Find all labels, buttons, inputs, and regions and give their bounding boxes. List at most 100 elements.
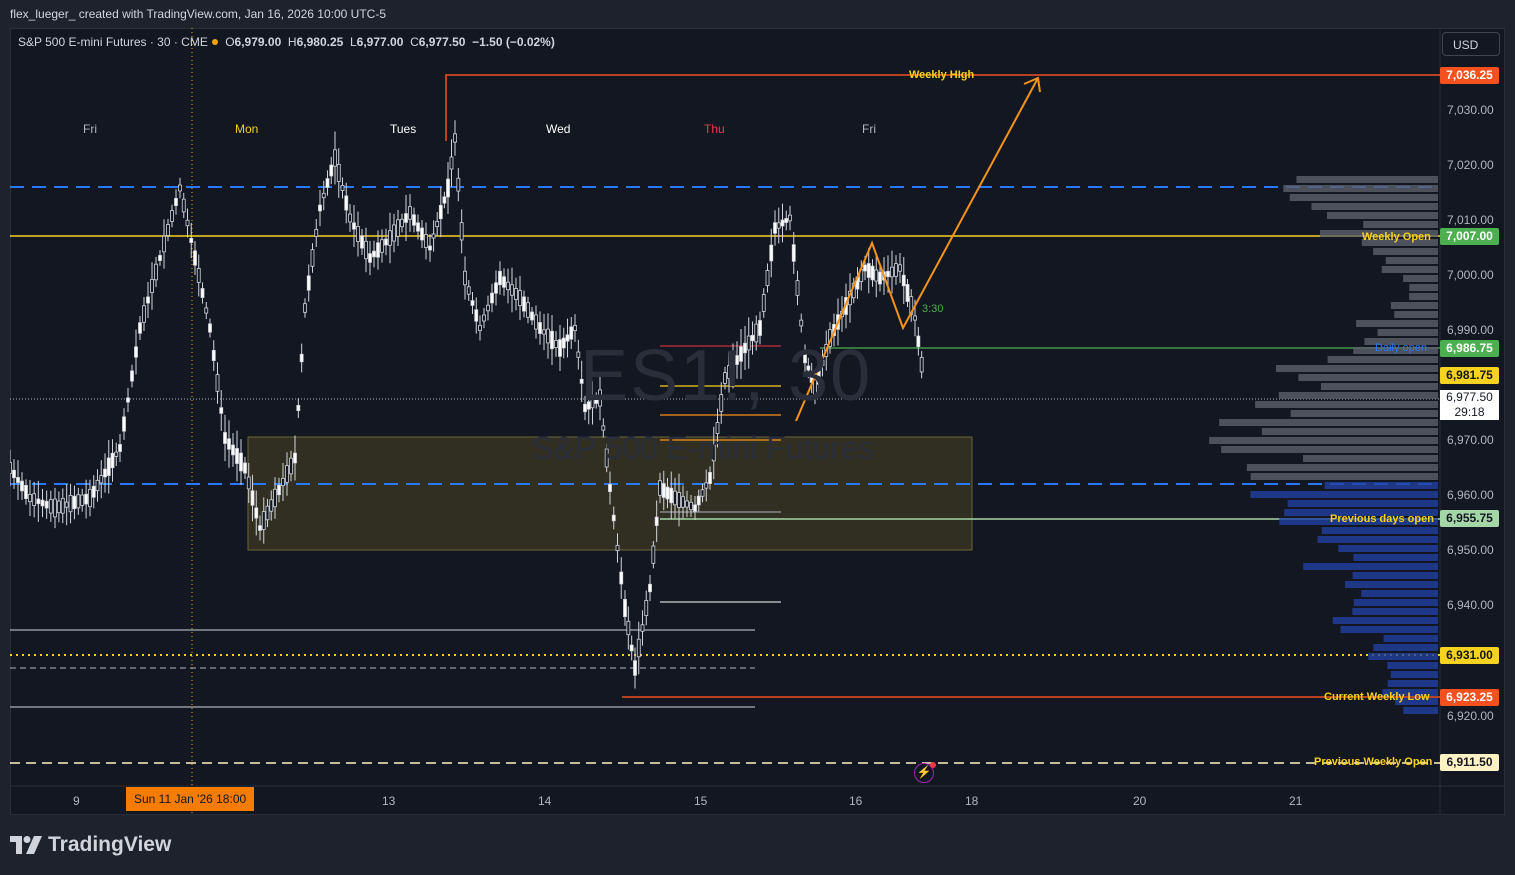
volume-profile-bar	[1387, 680, 1438, 687]
candle-body	[303, 303, 307, 313]
tradingview-logo[interactable]: TradingView	[10, 833, 171, 857]
candle-body	[453, 133, 457, 143]
candle-body	[459, 222, 464, 241]
candle-body	[364, 240, 368, 260]
candle-body	[91, 485, 96, 498]
time-axis-label: 14	[538, 794, 552, 808]
weekly-high-price-badge: 7,036.25	[1440, 67, 1499, 84]
current-weekly-low-label: Current Weekly Low	[1324, 691, 1430, 703]
candle-body	[392, 224, 396, 242]
candle-body	[64, 501, 69, 508]
candle-body	[344, 195, 349, 211]
candle-body	[916, 335, 921, 348]
candle-body	[446, 178, 450, 198]
candle-body	[243, 462, 247, 474]
last-price-badge: 6,977.50 29:18	[1440, 390, 1499, 420]
candle-body	[894, 263, 898, 277]
previous-weekly-open-price-badge: 6,911.50	[1440, 754, 1499, 771]
candle-body	[435, 220, 440, 228]
candle-body	[765, 270, 770, 286]
volume-profile-bar	[1382, 689, 1438, 696]
candle-body	[372, 250, 376, 258]
timer-text: 3:30	[922, 303, 944, 315]
volume-profile-bar	[1356, 320, 1438, 327]
volume-profile-bar	[1403, 707, 1438, 714]
candle-body	[514, 288, 518, 300]
crosshair-time-badge: Sun 11 Jan '26 18:00	[126, 787, 255, 811]
volume-profile-bar	[1327, 356, 1438, 363]
daily-open-price-badge: 6,986.75	[1440, 340, 1499, 357]
candle-body	[246, 476, 251, 490]
candle-body	[333, 149, 337, 167]
candle-body	[196, 268, 201, 283]
candle-body	[788, 214, 792, 222]
candle-body	[611, 514, 616, 522]
symbol-name[interactable]: S&P 500 E-mini Futures · 30 · CME	[18, 35, 208, 49]
candle-body	[208, 323, 212, 333]
alert-lightning-icon[interactable]: ⚡	[914, 762, 936, 783]
high-label: H	[287, 35, 297, 49]
candle-body	[561, 337, 566, 349]
candle-body	[731, 358, 735, 374]
candle-body	[708, 472, 712, 484]
price-chart[interactable]	[10, 28, 1505, 815]
candle-body	[723, 372, 727, 384]
candle-body	[296, 405, 301, 411]
weekly-high-label: Weekly HIgh	[909, 69, 975, 81]
candle-body	[219, 407, 224, 414]
price-axis-label: 6,940.00	[1447, 598, 1494, 612]
volume-profile-bar	[1279, 518, 1438, 525]
weekly-high-line[interactable]	[445, 74, 1440, 141]
candle-body	[590, 397, 595, 409]
high-value: 6,980.25	[296, 35, 344, 49]
candle-body	[24, 484, 28, 500]
candle-body	[80, 494, 85, 506]
open-value: 6,979.00	[234, 35, 282, 49]
candle-body	[640, 624, 645, 632]
candle-body	[750, 334, 755, 342]
candle-body	[490, 292, 494, 304]
candle-body	[138, 322, 142, 334]
candle-body	[269, 499, 274, 512]
candle-body	[629, 644, 634, 652]
candle-body	[95, 479, 100, 492]
volume-profile-bar	[1250, 491, 1438, 498]
price-axis-label: 6,920.00	[1447, 709, 1494, 723]
chart-credit: flex_lueger_ created with TradingView.co…	[10, 7, 386, 21]
candle-body	[99, 475, 104, 484]
brand-name: TradingView	[48, 833, 172, 856]
volume-profile-bar	[1250, 473, 1438, 480]
volume-profile-bar	[1320, 383, 1438, 390]
volume-profile-bar	[1344, 581, 1438, 588]
candle-body	[466, 286, 471, 295]
candle-body	[711, 444, 716, 462]
candle-body	[518, 290, 522, 306]
symbol-legend[interactable]: S&P 500 E-mini Futures · 30 · CME O6,979…	[18, 35, 555, 49]
candle-body	[231, 444, 235, 456]
candle-body	[693, 504, 697, 512]
candle-body	[619, 571, 624, 585]
market-status-icon	[211, 39, 218, 45]
candle-body	[162, 235, 166, 253]
candle-body	[474, 309, 479, 322]
volume-profile-bar	[1364, 338, 1438, 345]
volume-profile-bar	[1302, 455, 1438, 462]
weekly-open-price-badge: 7,007.00	[1440, 228, 1499, 245]
currency-button[interactable]: USD	[1442, 32, 1500, 56]
price-axis-label: 6,970.00	[1447, 433, 1494, 447]
candle-body	[502, 276, 506, 288]
candle-body	[658, 480, 662, 496]
candle-body	[285, 465, 289, 483]
candle-body	[542, 329, 546, 335]
candle-body	[420, 227, 424, 241]
candle-body	[239, 452, 243, 472]
candle-body	[761, 294, 766, 312]
candle-body	[10, 462, 12, 474]
candle-body	[506, 281, 510, 291]
volume-profile-bar	[1390, 671, 1438, 678]
previous-days-open-label: Previous days open	[1330, 513, 1434, 525]
projection-path[interactable]	[795, 77, 1039, 422]
candle-body	[254, 507, 259, 519]
candle-body	[166, 224, 170, 236]
candle-body	[773, 222, 777, 234]
